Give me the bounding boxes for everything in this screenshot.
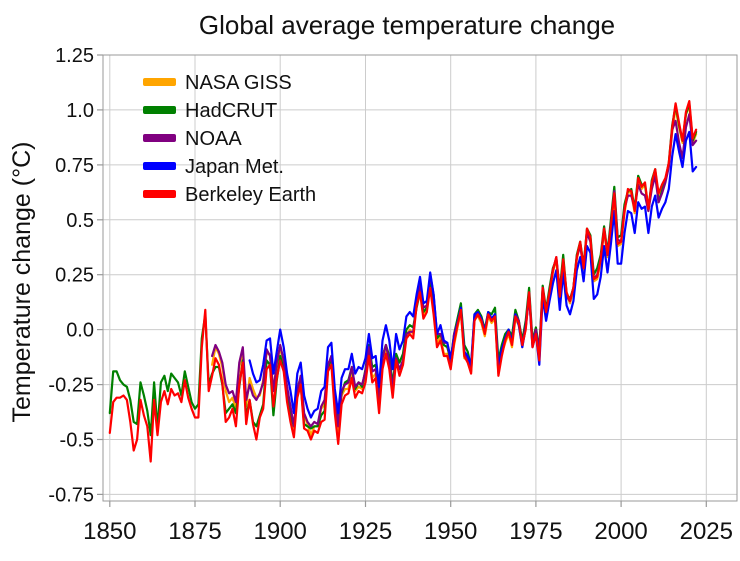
x-tick-label-1950: 1950 [424, 518, 477, 545]
y-tick-label--0.25: -0.25 [48, 375, 94, 397]
chart-title: Global average temperature change [199, 10, 615, 40]
y-tick-label-0.0: 0.0 [66, 320, 94, 342]
y-tick-label--0.5: -0.5 [60, 430, 94, 452]
y-tick-label-0.75: 0.75 [55, 155, 94, 177]
legend-swatch-japan-met [143, 162, 176, 170]
gridlines [103, 54, 737, 501]
legend-label-nasa-giss: NASA GISS [185, 72, 292, 94]
x-tick-label-1925: 1925 [339, 518, 392, 545]
y-tick-label-0.25: 0.25 [55, 265, 94, 287]
x-tick-label-1875: 1875 [168, 518, 221, 545]
legend-label-noaa: NOAA [185, 128, 242, 150]
x-tick-label-2025: 2025 [680, 518, 733, 545]
y-tick-label-0.5: 0.5 [66, 210, 94, 232]
y-tick-label--0.75: -0.75 [48, 484, 94, 506]
series-line-berkeley-earth [108, 99, 698, 463]
data-series [108, 99, 698, 463]
legend-label-japan-met: Japan Met. [185, 156, 284, 178]
x-tick-label-2000: 2000 [594, 518, 647, 545]
legend-label-berkeley-earth: Berkeley Earth [185, 184, 316, 206]
legend-swatch-hadcrut [143, 106, 176, 114]
legend-swatch-nasa-giss [143, 78, 176, 86]
y-axis-label: Temperature change (°C) [8, 142, 36, 423]
x-tick-label-1900: 1900 [254, 518, 307, 545]
y-tick-label-1.25: 1.25 [55, 45, 94, 67]
x-tick-label-1975: 1975 [509, 518, 562, 545]
axes: 1850 1875 1900 1925 1950 1975 2000 2025 1.25 1.0 0… [48, 45, 738, 545]
x-tick-label-1850: 1850 [83, 518, 136, 545]
legend-swatch-noaa [143, 134, 176, 142]
legend-swatch-berkeley-earth [143, 190, 176, 198]
legend-label-hadcrut: HadCRUT [185, 100, 277, 122]
plot-border [102, 54, 738, 502]
legend: NASA GISS HadCRUT NOAA Japan Met. Berkeley E… [143, 72, 316, 206]
y-tick-label-1.0: 1.0 [66, 100, 94, 122]
